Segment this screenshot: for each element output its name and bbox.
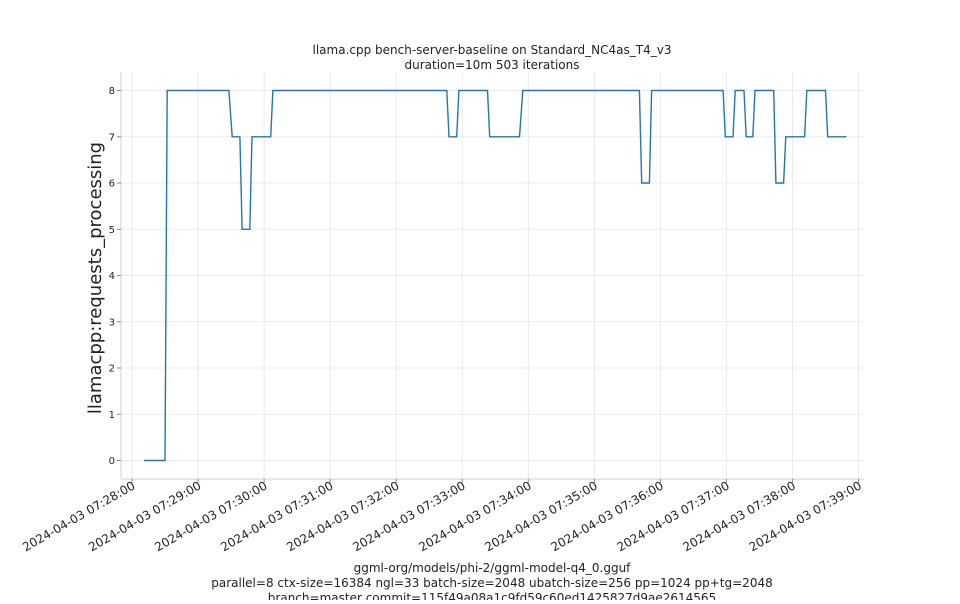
- x-tick-label: 2024-04-03 07:37:00: [615, 478, 732, 554]
- x-axis-label-model: ggml-org/models/phi-2/ggml-model-q4_0.gg…: [354, 561, 632, 575]
- chart-title: llama.cpp bench-server-baseline on Stand…: [313, 43, 672, 57]
- y-tick-label: 3: [109, 317, 115, 328]
- x-tick-label: 2024-04-03 07:31:00: [218, 478, 335, 554]
- series-layer: [144, 89, 847, 462]
- chart-subtitle: duration=10m 503 iterations: [405, 58, 580, 72]
- x-axis-label-params: parallel=8 ctx-size=16384 ngl=33 batch-s…: [211, 576, 772, 590]
- x-tick-label: 2024-04-03 07:30:00: [152, 478, 269, 554]
- x-axis-label-commit: branch=master commit=115f49a08a1c9fd59c6…: [268, 591, 716, 600]
- y-tick-label: 1: [109, 410, 115, 421]
- x-tick-label: 2024-04-03 07:33:00: [350, 478, 467, 554]
- x-tick-label: 2024-04-03 07:35:00: [482, 478, 599, 554]
- y-tick-label: 4: [109, 271, 115, 282]
- x-tick-label: 2024-04-03 07:38:00: [681, 478, 798, 554]
- series-line: [144, 89, 847, 462]
- y-axis-label: llamacpp:requests_processing: [85, 142, 106, 414]
- x-tick-label: 2024-04-03 07:39:00: [747, 478, 864, 554]
- y-tick-label: 5: [109, 225, 115, 236]
- x-tick-label: 2024-04-03 07:29:00: [86, 478, 203, 554]
- x-tick-label: 2024-04-03 07:32:00: [284, 478, 401, 554]
- y-tick-label: 0: [109, 456, 115, 467]
- x-tick-label: 2024-04-03 07:34:00: [416, 478, 533, 554]
- y-tick-label: 2: [109, 364, 115, 375]
- axes: [117, 72, 864, 483]
- y-tick-label: 6: [109, 179, 115, 190]
- x-tick-label: 2024-04-03 07:28:00: [20, 478, 137, 554]
- y-tick-label: 7: [109, 132, 115, 143]
- y-tick-labels: 0 1 2 3 4 5 6 7 8: [109, 86, 115, 467]
- y-tick-label: 8: [109, 86, 115, 97]
- x-tick-label: 2024-04-03 07:36:00: [548, 478, 665, 554]
